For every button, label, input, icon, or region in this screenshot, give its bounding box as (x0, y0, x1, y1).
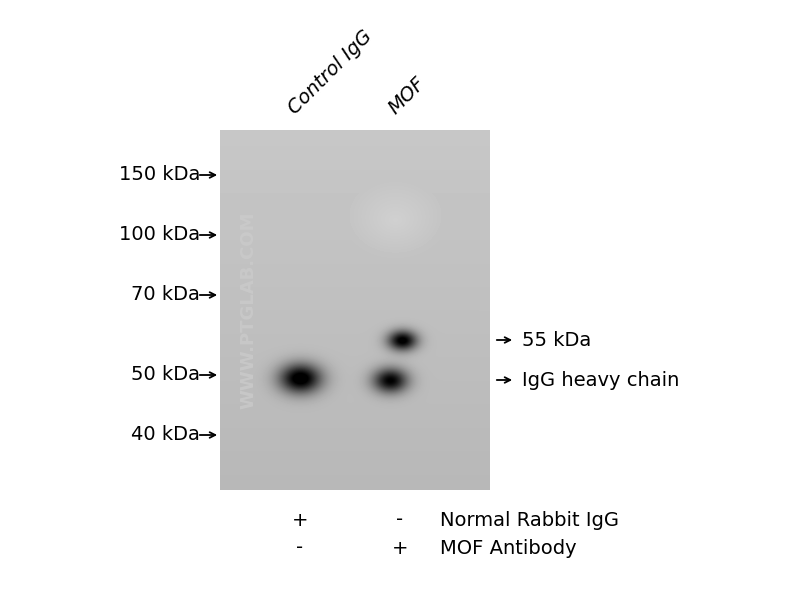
Text: +: + (392, 539, 408, 557)
Text: MOF: MOF (385, 74, 429, 118)
Text: WWW.PTGLAB.COM: WWW.PTGLAB.COM (239, 211, 257, 409)
Text: 150 kDa: 150 kDa (118, 166, 200, 185)
Text: 70 kDa: 70 kDa (131, 286, 200, 304)
Text: IgG heavy chain: IgG heavy chain (522, 370, 679, 389)
Text: 50 kDa: 50 kDa (131, 365, 200, 385)
Text: 55 kDa: 55 kDa (522, 331, 591, 349)
Text: -: - (297, 539, 303, 557)
Text: Control IgG: Control IgG (285, 26, 376, 118)
Text: 40 kDa: 40 kDa (131, 425, 200, 445)
Text: 100 kDa: 100 kDa (119, 226, 200, 245)
Text: -: - (397, 511, 403, 529)
Text: MOF Antibody: MOF Antibody (440, 539, 577, 557)
Text: Normal Rabbit IgG: Normal Rabbit IgG (440, 511, 619, 529)
Text: +: + (292, 511, 308, 529)
Bar (220, 130, 490, 490)
